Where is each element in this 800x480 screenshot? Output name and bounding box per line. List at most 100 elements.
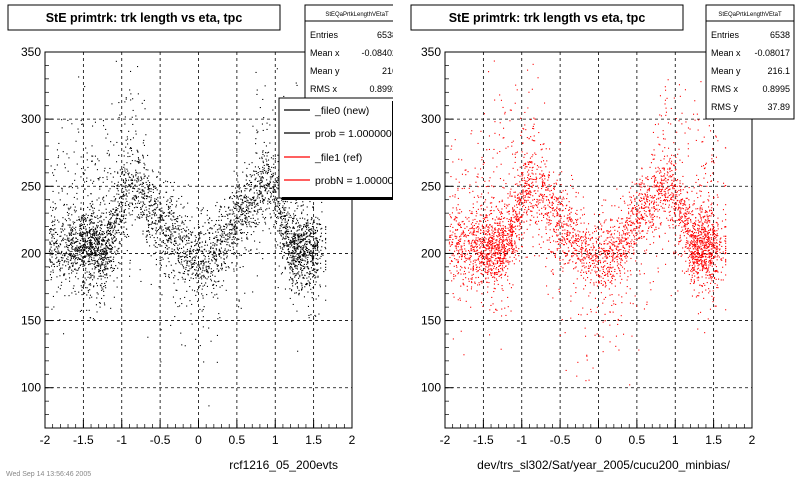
scatter-point bbox=[281, 233, 283, 235]
scatter-point bbox=[224, 263, 226, 265]
scatter-point bbox=[243, 197, 245, 199]
scatter-point bbox=[83, 223, 85, 225]
scatter-point bbox=[237, 181, 239, 183]
scatter-point bbox=[84, 86, 86, 88]
scatter-point bbox=[273, 224, 275, 226]
scatter-point bbox=[88, 239, 90, 241]
scatter-point bbox=[132, 98, 134, 100]
scatter-point bbox=[85, 228, 87, 230]
scatter-point bbox=[156, 237, 158, 239]
scatter-point bbox=[91, 296, 93, 298]
scatter-point bbox=[619, 275, 621, 277]
scatter-point bbox=[96, 215, 98, 217]
scatter-point bbox=[191, 266, 193, 268]
scatter-point bbox=[151, 227, 153, 229]
scatter-point bbox=[62, 222, 64, 224]
scatter-point bbox=[543, 215, 545, 217]
scatter-point bbox=[229, 220, 231, 222]
scatter-point bbox=[665, 89, 667, 91]
scatter-point bbox=[210, 280, 212, 282]
scatter-point bbox=[62, 151, 64, 153]
scatter-point bbox=[661, 180, 663, 182]
scatter-point bbox=[313, 229, 315, 231]
scatter-point bbox=[269, 124, 271, 126]
scatter-point bbox=[96, 224, 98, 226]
scatter-point bbox=[208, 258, 210, 260]
scatter-point bbox=[132, 123, 134, 125]
scatter-point bbox=[270, 202, 272, 204]
scatter-point bbox=[236, 255, 238, 257]
scatter-point bbox=[297, 226, 299, 228]
scatter-point bbox=[208, 250, 210, 252]
scatter-point bbox=[65, 278, 67, 280]
scatter-point bbox=[85, 250, 87, 252]
scatter-point bbox=[76, 245, 78, 247]
scatter-point bbox=[305, 254, 307, 256]
scatter-point bbox=[78, 76, 80, 78]
scatter-point bbox=[226, 255, 228, 257]
scatter-point bbox=[261, 194, 263, 196]
scatter-point bbox=[160, 210, 162, 212]
scatter-point bbox=[82, 257, 84, 259]
scatter-point bbox=[309, 240, 311, 242]
scatter-point bbox=[170, 241, 172, 243]
scatter-point bbox=[125, 172, 127, 174]
scatter-point bbox=[91, 263, 93, 265]
scatter-point bbox=[82, 247, 84, 249]
scatter-point bbox=[646, 303, 648, 305]
scatter-point bbox=[185, 259, 187, 261]
scatter-point bbox=[142, 230, 144, 232]
scatter-point bbox=[473, 196, 475, 198]
scatter-point bbox=[153, 222, 155, 224]
scatter-point bbox=[97, 242, 99, 244]
scatter-point bbox=[220, 226, 222, 228]
scatter-point bbox=[113, 214, 115, 216]
scatter-point bbox=[215, 281, 217, 283]
scatter-point bbox=[239, 132, 241, 134]
scatter-point bbox=[325, 269, 327, 271]
right-scatter-points bbox=[448, 60, 727, 386]
scatter-point bbox=[265, 158, 267, 160]
scatter-point bbox=[314, 314, 316, 316]
scatter-point bbox=[259, 187, 261, 189]
scatter-point bbox=[142, 197, 144, 199]
scatter-point bbox=[120, 201, 122, 203]
scatter-point bbox=[128, 130, 130, 132]
scatter-point bbox=[149, 212, 151, 214]
scatter-point bbox=[159, 260, 161, 262]
scatter-point bbox=[227, 241, 229, 243]
scatter-point bbox=[645, 223, 647, 225]
scatter-point bbox=[118, 232, 120, 234]
scatter-point bbox=[240, 214, 242, 216]
scatter-point bbox=[113, 221, 115, 223]
scatter-point bbox=[289, 246, 291, 248]
scatter-point bbox=[176, 200, 178, 202]
scatter-point bbox=[216, 268, 218, 270]
scatter-point bbox=[325, 263, 327, 265]
scatter-point bbox=[148, 225, 150, 227]
scatter-point bbox=[67, 263, 69, 265]
scatter-point bbox=[310, 254, 312, 256]
scatter-point bbox=[134, 184, 136, 186]
scatter-point bbox=[297, 205, 299, 207]
scatter-point bbox=[277, 203, 279, 205]
scatter-point bbox=[70, 224, 72, 226]
scatter-point bbox=[494, 246, 496, 248]
scatter-point bbox=[296, 282, 298, 284]
left-stats-meany-label: Mean y bbox=[310, 66, 340, 76]
scatter-point bbox=[144, 203, 146, 205]
scatter-point bbox=[49, 243, 51, 245]
scatter-point bbox=[147, 186, 149, 188]
scatter-point bbox=[183, 260, 185, 262]
scatter-point bbox=[274, 182, 276, 184]
scatter-point bbox=[78, 291, 80, 293]
scatter-point bbox=[177, 225, 179, 227]
scatter-point bbox=[247, 210, 249, 212]
scatter-point bbox=[160, 214, 162, 216]
scatter-point bbox=[194, 290, 196, 292]
scatter-point bbox=[271, 166, 273, 168]
scatter-point bbox=[117, 248, 119, 250]
scatter-point bbox=[266, 179, 268, 181]
scatter-point bbox=[91, 155, 93, 157]
scatter-point bbox=[139, 202, 141, 204]
